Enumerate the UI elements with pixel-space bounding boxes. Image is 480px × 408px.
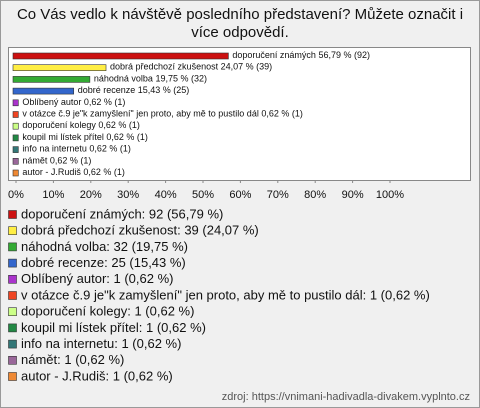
category-label: náhodná volba <box>94 74 153 84</box>
x-tick-label: 30% <box>117 189 139 201</box>
legend-label: dobrá předchozí zkušenost: 39 (24,07 %) <box>21 223 259 238</box>
bar-label: náhodná volba 19,75 % (32) <box>94 74 207 84</box>
category-label: koupil mi lístek přítel <box>22 132 104 142</box>
legend-swatch <box>8 339 17 349</box>
bar-label: info na internetu 0,62 % (1) <box>22 144 131 154</box>
x-tick-label: 80% <box>304 189 326 201</box>
legend-swatch <box>8 355 17 365</box>
x-tick-label: 0% <box>8 189 24 201</box>
bar-label: Oblíbený autor 0,62 % (1) <box>22 97 125 107</box>
x-tick-label: 10% <box>42 189 64 201</box>
bar-label: koupil mi lístek přítel 0,62 % (1) <box>22 132 148 142</box>
category-label: doporučení kolegy <box>22 121 96 131</box>
source: zdroj: https://vnimani-hadivadla-divakem… <box>222 391 470 403</box>
value-label: 0,62 % (1) <box>98 121 140 131</box>
category-label: autor - J.Rudiš <box>22 167 81 177</box>
legend-label: doporučení známých: 92 (56,79 %) <box>21 206 223 221</box>
bar <box>12 134 19 142</box>
x-tick-label: 50% <box>192 189 214 201</box>
legend-swatch <box>8 210 17 219</box>
x-tick-label: 20% <box>80 189 102 201</box>
x-tick-label: 70% <box>267 189 289 201</box>
x-tick-label: 40% <box>155 189 177 201</box>
legend-swatch <box>8 242 17 252</box>
bar-label: doporučení kolegy 0,62 % (1) <box>22 121 140 131</box>
value-label: 56,79 % (92) <box>318 50 370 60</box>
category-label: dobré recenze <box>78 85 136 95</box>
x-tick-label: 100% <box>376 189 404 201</box>
value-label: 15,43 % (25) <box>138 85 190 95</box>
bar <box>12 87 75 95</box>
legend-label: námět: 1 (0,62 %) <box>21 352 124 367</box>
legend-label: v otázce č.9 je"k zamyšlení" jen proto, … <box>21 287 430 302</box>
legend-swatch <box>8 291 17 300</box>
legend-swatch <box>8 274 17 284</box>
legend-label: koupil mi lístek přítel: 1 (0,62 %) <box>21 320 206 335</box>
bar <box>12 99 19 107</box>
legend-label: info na internetu: 1 (0,62 %) <box>21 336 181 351</box>
category-label: dobrá předchozí zkušenost <box>110 62 219 72</box>
bar-label: námět 0,62 % (1) <box>22 156 91 166</box>
bar <box>12 111 19 118</box>
value-label: 0,62 % (1) <box>83 167 125 177</box>
bar <box>12 146 19 153</box>
legend-swatch <box>8 307 17 317</box>
value-label: 0,62 % (1) <box>84 97 126 107</box>
bar-label: doporučení známých 56,79 % (92) <box>232 50 370 60</box>
value-label: 0,62 % (1) <box>50 156 92 166</box>
bar-label: dobrá předchozí zkušenost 24,07 % (39) <box>110 62 272 72</box>
legend-swatch <box>8 372 17 381</box>
x-tick-label: 60% <box>229 189 251 201</box>
x-tick-label: 90% <box>342 189 364 201</box>
category-label: v otázce č.9 je"k zamyšlení" jen proto, … <box>22 109 259 119</box>
category-label: doporučení známých <box>232 50 316 60</box>
legend-label: Oblíbený autor: 1 (0,62 %) <box>21 271 173 286</box>
legend-label: náhodná volba: 32 (19,75 %) <box>21 239 188 254</box>
category-label: info na internetu <box>22 144 87 154</box>
bar-label: v otázce č.9 je"k zamyšlení" jen proto, … <box>22 109 303 119</box>
bar <box>12 52 229 60</box>
category-label: Oblíbený autor <box>22 97 81 107</box>
chart-title: Co Vás vedlo k návštěvě posledního předs… <box>16 6 464 41</box>
category-label: námět <box>22 156 48 166</box>
legend-label: autor - J.Rudiš: 1 (0,62 %) <box>21 368 173 383</box>
bar-label: autor - J.Rudiš 0,62 % (1) <box>22 167 125 177</box>
bar <box>12 64 107 71</box>
legend-swatch <box>8 258 17 268</box>
bar <box>12 169 19 177</box>
legend-label: doporučení kolegy: 1 (0,62 %) <box>21 304 194 319</box>
bar <box>12 158 19 165</box>
bar <box>12 76 91 83</box>
bar <box>12 122 19 130</box>
value-label: 19,75 % (32) <box>155 74 207 84</box>
value-label: 24,07 % (39) <box>221 62 273 72</box>
bar-label: dobré recenze 15,43 % (25) <box>78 85 190 95</box>
value-label: 0,62 % (1) <box>261 109 303 119</box>
value-label: 0,62 % (1) <box>89 144 131 154</box>
legend-swatch <box>8 323 17 333</box>
legend-swatch <box>8 226 17 235</box>
value-label: 0,62 % (1) <box>106 132 148 142</box>
legend-label: dobré recenze: 25 (15,43 %) <box>21 255 186 270</box>
